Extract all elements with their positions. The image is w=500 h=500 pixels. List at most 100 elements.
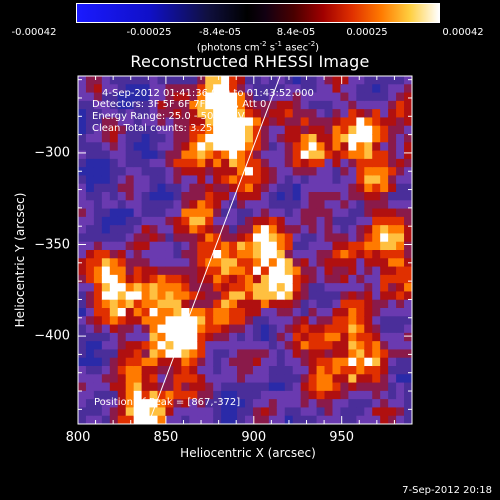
heatmap-cell (316, 200, 326, 210)
heatmap-cell (348, 92, 357, 102)
heatmap-cell (213, 167, 222, 177)
heatmap-cell (125, 266, 135, 276)
heatmap-cell (229, 117, 238, 127)
heatmap-cell (316, 274, 326, 284)
heatmap-cell (133, 399, 143, 409)
heatmap-cell (332, 250, 342, 259)
heatmap-cell (300, 183, 310, 193)
heatmap-cell (189, 274, 198, 284)
heatmap-cell (268, 291, 278, 301)
heatmap-cell (364, 274, 373, 284)
heatmap-cell (404, 92, 412, 102)
heatmap-cell (229, 158, 238, 168)
heatmap-cell (109, 274, 119, 284)
heatmap-cell (332, 142, 342, 152)
heatmap-cell (221, 316, 230, 326)
heatmap-cell (324, 175, 334, 185)
heatmap-cell (213, 415, 222, 424)
heatmap-cell (213, 299, 222, 309)
heatmap-cell (372, 341, 381, 351)
heatmap-cell (300, 415, 310, 424)
heatmap-cell (316, 150, 326, 160)
heatmap-cell (380, 357, 389, 367)
heatmap-cell (189, 208, 198, 218)
heatmap-cell (189, 357, 198, 367)
heatmap-cell (404, 150, 412, 160)
heatmap-cell (276, 341, 286, 351)
heatmap-cell (260, 407, 270, 417)
heatmap-cell (268, 167, 278, 177)
heatmap-cell (189, 233, 198, 243)
heatmap-cell (197, 283, 206, 293)
heatmap-cell (78, 250, 87, 259)
heatmap-cell (388, 92, 397, 102)
heatmap-cell (125, 308, 135, 317)
heatmap-cell (340, 208, 349, 218)
heatmap-cell (189, 382, 198, 392)
heatmap-cell (141, 266, 151, 276)
heatmap-cell (340, 283, 349, 293)
heatmap-cell (149, 92, 159, 102)
heatmap-cell (213, 399, 222, 409)
heatmap-cell (308, 291, 318, 301)
heatmap-cell (85, 134, 95, 143)
heatmap-cell (197, 158, 206, 168)
heatmap-cell (252, 233, 262, 243)
heatmap-cell (189, 266, 198, 276)
heatmap-cell (348, 100, 357, 110)
heatmap-cell (109, 134, 119, 143)
heatmap-cell (197, 125, 206, 135)
heatmap-cell (388, 299, 397, 309)
heatmap-cell (189, 125, 198, 135)
heatmap-cell (292, 150, 302, 160)
heatmap-cell (157, 208, 167, 218)
heatmap-cell (205, 324, 214, 334)
heatmap-cell (133, 134, 143, 143)
heatmap-cell (93, 308, 103, 317)
heatmap-cell (165, 84, 175, 94)
heatmap-cell (396, 316, 405, 326)
heatmap-cell (117, 349, 127, 359)
heatmap-cell (125, 407, 135, 417)
heatmap-cell (380, 291, 389, 301)
plot-frame (77, 75, 413, 425)
heatmap-cell (117, 117, 127, 127)
heatmap-cell (213, 92, 222, 102)
heatmap-cell (125, 192, 135, 201)
heatmap-cell (213, 100, 222, 110)
heatmap-cell (260, 258, 270, 268)
heatmap-cell (284, 299, 294, 309)
heatmap-cell (117, 84, 127, 94)
heatmap-cell (93, 150, 103, 160)
heatmap-cell (213, 324, 222, 334)
heatmap-cell (252, 324, 262, 334)
heatmap-cell (404, 216, 412, 226)
heatmap-cell (324, 117, 334, 127)
heatmap-cell (197, 357, 206, 367)
heatmap-cell (205, 167, 214, 177)
heatmap-cell (85, 308, 95, 317)
heatmap-cell (101, 316, 111, 326)
heatmap-cell (181, 258, 190, 268)
heatmap-cell (173, 142, 182, 152)
heatmap-cell (252, 117, 262, 127)
heatmap-cell (189, 167, 198, 177)
heatmap-cell (149, 150, 159, 160)
heatmap-cell (396, 258, 405, 268)
heatmap-cell (332, 167, 342, 177)
heatmap-cell (213, 341, 222, 351)
heatmap-cell (117, 142, 127, 152)
heatmap-cell (340, 374, 349, 384)
heatmap-cell (189, 415, 198, 424)
heatmap-cell (276, 167, 286, 177)
heatmap-cell (149, 225, 159, 235)
heatmap-cell (356, 274, 365, 284)
heatmap-cell (141, 117, 151, 127)
heatmap-cell (109, 250, 119, 259)
heatmap-cell (133, 216, 143, 226)
heatmap-cell (93, 357, 103, 367)
heatmap-cell (181, 216, 190, 226)
heatmap-cell (388, 241, 397, 251)
heatmap-cell (276, 349, 286, 359)
heatmap-cell (205, 183, 214, 193)
